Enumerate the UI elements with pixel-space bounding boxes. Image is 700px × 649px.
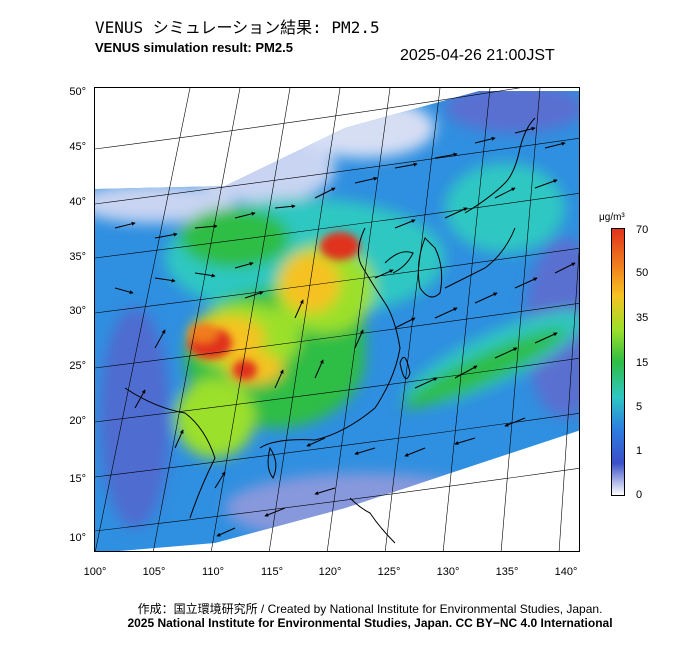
colorbar-label: 15 xyxy=(636,357,649,369)
lat-tick-label: 35° xyxy=(69,251,86,263)
colorbar-label: 0 xyxy=(636,489,643,501)
lat-tick-label: 50° xyxy=(69,86,86,98)
colorbar-label: 70 xyxy=(636,224,649,236)
graticule xyxy=(95,88,579,551)
lat-tick-label: 10° xyxy=(69,532,86,544)
lat-tick-label: 45° xyxy=(69,141,86,153)
colorbar-unit: μg/m³ xyxy=(599,212,625,223)
colorbar-label: 5 xyxy=(636,401,643,413)
title-japanese: VENUS シミュレーション結果: PM2.5 xyxy=(95,18,380,37)
lat-tick-label: 20° xyxy=(69,415,86,427)
lon-tick-label: 140° xyxy=(554,566,578,578)
wind-vectors xyxy=(114,126,576,537)
concentration-field xyxy=(95,91,579,551)
lon-tick-label: 115° xyxy=(261,566,283,578)
title-english: VENUS simulation result: PM2.5 xyxy=(95,40,293,55)
pm25-field xyxy=(95,88,579,551)
colorbar xyxy=(611,228,625,496)
license-line: 2025 National Institute for Environmenta… xyxy=(127,616,613,630)
colorbar-label: 50 xyxy=(636,267,649,279)
lat-tick-label: 40° xyxy=(69,196,86,208)
forecast-timestamp: 2025-04-26 21:00JST xyxy=(400,47,555,64)
lon-tick-label: 100° xyxy=(83,566,107,578)
lon-tick-label: 130° xyxy=(436,566,460,578)
lat-tick-label: 25° xyxy=(69,360,86,372)
colorbar-label: 1 xyxy=(636,445,643,457)
lon-tick-label: 125° xyxy=(377,566,401,578)
credit-line: 作成：国立環境研究所 / Created by National Institu… xyxy=(137,602,603,616)
lat-tick-label: 15° xyxy=(69,473,86,485)
colorbar-label: 35 xyxy=(636,312,649,324)
lat-tick-label: 30° xyxy=(69,305,86,317)
pm25-map xyxy=(94,87,580,552)
lon-tick-label: 110° xyxy=(202,566,224,578)
lon-tick-label: 105° xyxy=(142,566,166,578)
lon-tick-label: 120° xyxy=(318,566,342,578)
lon-tick-label: 135° xyxy=(495,566,519,578)
coastlines xyxy=(124,117,536,544)
